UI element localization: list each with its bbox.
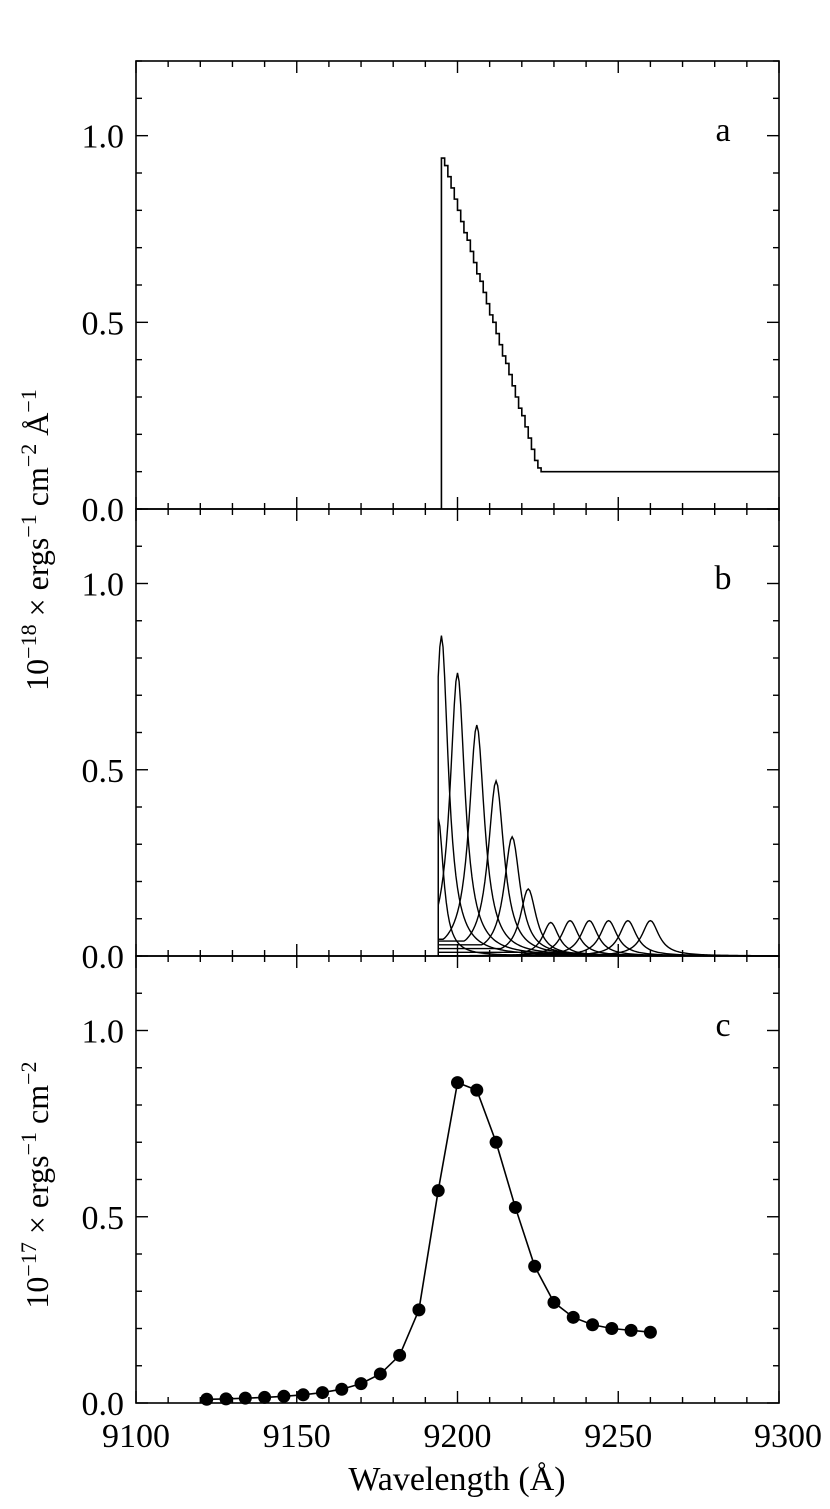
data-point bbox=[566, 1310, 580, 1324]
data-point bbox=[393, 1348, 407, 1362]
data-point bbox=[643, 1325, 657, 1339]
data-point bbox=[373, 1367, 387, 1381]
profile-curve bbox=[437, 672, 779, 957]
y-label-top-exp4: −1 bbox=[16, 389, 41, 412]
data-point bbox=[258, 1390, 272, 1404]
data-point bbox=[547, 1295, 561, 1309]
panel-c: 0.0 0.5 1.0 c bbox=[82, 955, 780, 1423]
y-axis-label-bottom: 10−17 × ergs−1 cm−2 bbox=[16, 1061, 55, 1308]
y-label-bottom-exp2: −1 bbox=[16, 1132, 41, 1155]
y-label-top-exp2: −1 bbox=[16, 514, 41, 537]
y-label-top-base: 10 bbox=[19, 659, 55, 691]
x-tick-label: 9250 bbox=[584, 1418, 652, 1455]
data-point bbox=[412, 1303, 426, 1317]
data-point bbox=[605, 1322, 619, 1335]
y-label-top-mid2: cm bbox=[19, 467, 55, 514]
plot-frame-a bbox=[135, 60, 780, 510]
y-label-top-mid1: × ergs bbox=[19, 538, 55, 625]
plot-frame-c bbox=[135, 955, 780, 1404]
flux-line bbox=[206, 1081, 651, 1401]
panel-label-c: c bbox=[715, 1007, 730, 1044]
x-tick-label: 9300 bbox=[754, 1418, 822, 1455]
x-tick-label: 9200 bbox=[424, 1418, 492, 1455]
panel-a: 0.0 0.5 1.0 a bbox=[82, 60, 780, 529]
data-point bbox=[335, 1382, 349, 1396]
data-point bbox=[508, 1200, 522, 1214]
data-point bbox=[451, 1076, 464, 1090]
y-tick-label: 1.0 bbox=[82, 119, 125, 156]
y-tick-label: 1.0 bbox=[82, 1014, 125, 1051]
y-tick-label: 0.5 bbox=[82, 753, 125, 790]
data-point bbox=[489, 1135, 503, 1149]
profile-curve bbox=[437, 835, 779, 957]
y-tick-label: 0.5 bbox=[82, 305, 125, 342]
y-label-bottom-mid1: × ergs bbox=[19, 1155, 55, 1242]
y-tick-label: 0.0 bbox=[82, 492, 125, 529]
y-label-top-exp1: −18 bbox=[16, 624, 41, 658]
panel-label-a: a bbox=[715, 112, 730, 149]
y-label-bottom-mid2: cm bbox=[19, 1085, 55, 1132]
data-point bbox=[296, 1388, 310, 1402]
step-spectrum-line bbox=[440, 157, 779, 509]
profile-curve bbox=[437, 635, 779, 957]
y-tick-label: 0.5 bbox=[82, 1200, 125, 1237]
data-point bbox=[470, 1083, 484, 1097]
y-label-bottom-exp3: −2 bbox=[16, 1061, 41, 1084]
data-point bbox=[624, 1323, 638, 1337]
data-point bbox=[238, 1391, 252, 1405]
data-point bbox=[354, 1377, 368, 1391]
data-point bbox=[277, 1389, 291, 1403]
x-tick-label: 9150 bbox=[263, 1418, 331, 1455]
panel-label-b: b bbox=[715, 560, 732, 597]
x-tick-label: 9100 bbox=[102, 1418, 170, 1455]
data-point bbox=[219, 1392, 233, 1406]
data-point bbox=[200, 1392, 214, 1406]
x-axis-label: Wavelength (Å) bbox=[348, 1461, 565, 1498]
y-axis-label-top: 10−18 × ergs−1 cm−2 Å−1 bbox=[16, 389, 55, 691]
y-tick-label: 0.0 bbox=[82, 939, 125, 976]
y-label-top-exp3: −2 bbox=[16, 444, 41, 467]
data-point bbox=[528, 1259, 542, 1273]
data-point bbox=[586, 1318, 600, 1332]
data-point bbox=[315, 1386, 329, 1400]
y-label-top-mid3: Å bbox=[19, 413, 55, 444]
y-tick-label: 0.0 bbox=[82, 1386, 125, 1423]
panel-b: 0.0 0.5 1.0 b bbox=[82, 508, 780, 976]
data-point bbox=[431, 1184, 445, 1198]
y-tick-label: 1.0 bbox=[82, 567, 125, 604]
y-label-bottom-exp1: −17 bbox=[16, 1242, 41, 1276]
y-label-bottom-base: 10 bbox=[19, 1277, 55, 1309]
